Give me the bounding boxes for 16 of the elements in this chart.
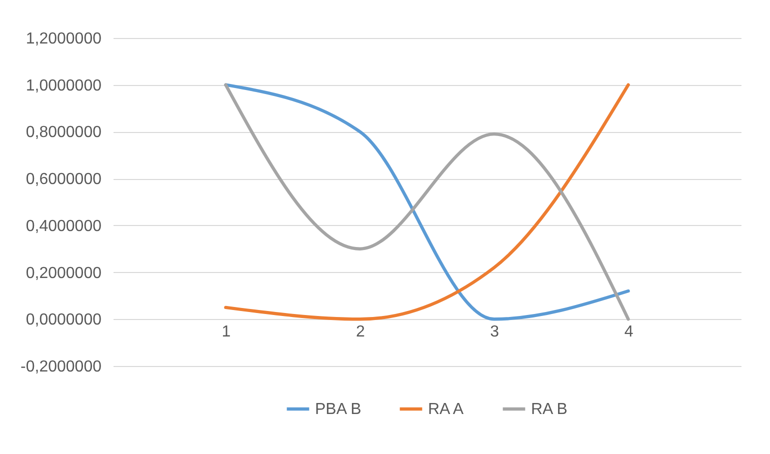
y-tick-label: 0,6000000 xyxy=(26,171,102,188)
y-tick-label: 0,8000000 xyxy=(26,124,102,142)
line-series xyxy=(224,83,630,321)
legend-label: PBA B xyxy=(315,401,362,418)
legend-label: RA A xyxy=(428,401,464,418)
y-tick-label: 0,0000000 xyxy=(26,312,102,329)
y-tick-label: 0,2000000 xyxy=(26,264,102,282)
legend-label: RA B xyxy=(531,401,568,418)
y-tick-label: 1,0000000 xyxy=(26,77,102,94)
x-tick-label: 4 xyxy=(624,324,634,341)
y-tick-label: -0,2000000 xyxy=(20,358,102,376)
x-tick-label: 3 xyxy=(490,324,500,341)
x-tick-label: 1 xyxy=(222,324,231,341)
y-tick-label: 1,2000000 xyxy=(26,30,102,48)
y-tick-label: 0,4000000 xyxy=(26,218,102,235)
x-tick-label: 2 xyxy=(356,324,365,341)
